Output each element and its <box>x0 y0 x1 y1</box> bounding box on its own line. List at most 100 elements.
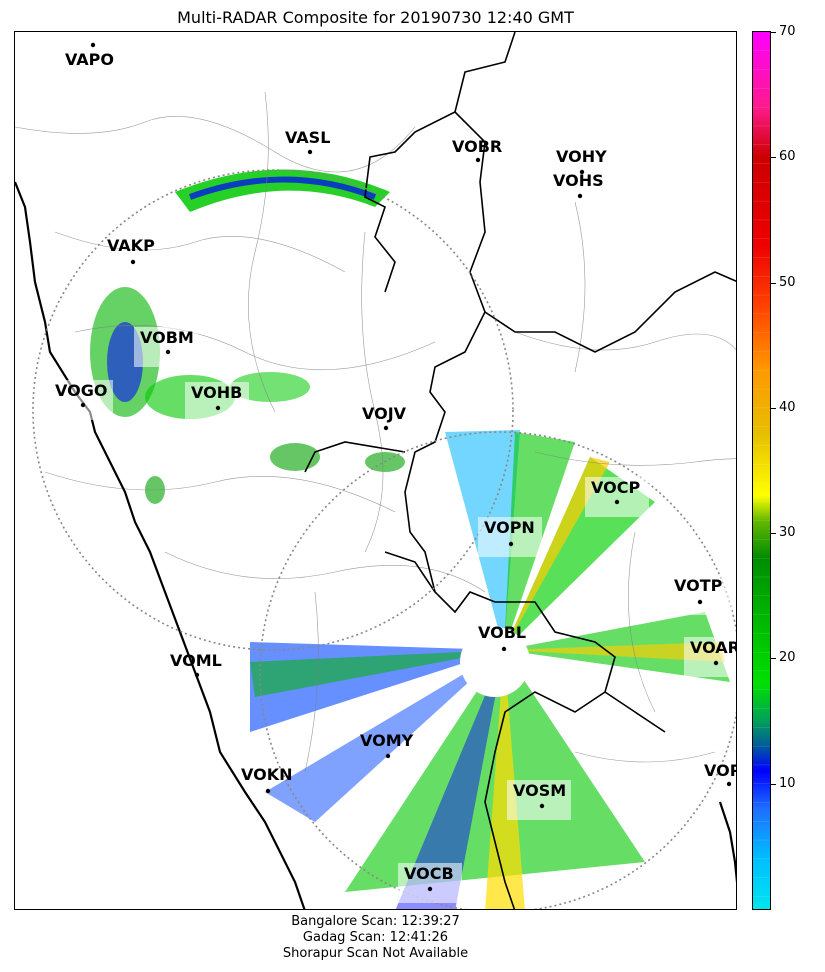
scan-info-line-shorapur: Shorapur Scan Not Available <box>282 946 469 961</box>
station-marker <box>475 157 481 163</box>
station-label-bg <box>585 477 649 517</box>
station-vogo: VOGO <box>49 380 113 420</box>
station-marker <box>90 42 96 48</box>
station-vasl: VASL <box>285 128 330 155</box>
colorbar <box>752 31 771 910</box>
station-marker <box>215 405 221 411</box>
radar-center-gap <box>460 627 530 697</box>
station-vosm: VOSM <box>507 780 571 820</box>
colorbar-tick <box>771 658 776 660</box>
colorbar-tick <box>771 157 776 159</box>
station-label: VOAR <box>690 638 737 657</box>
station-vobm: VOBM <box>134 327 198 367</box>
station-label: VOGO <box>55 381 107 400</box>
station-voar: VOAR <box>684 637 737 677</box>
stations-layer: VAPO VASL VOBR VOHY VOHS VAKP VOBM VOGO VOHB VOJV… <box>49 42 737 903</box>
station-label-bg <box>668 575 732 615</box>
colorbar-tick-label: 20 <box>779 650 796 666</box>
station-label: VOSM <box>513 781 566 800</box>
station-label: VOCP <box>591 478 640 497</box>
station-vohy: VOHY <box>556 147 607 175</box>
station-label: VOMY <box>360 731 414 750</box>
station-vobr: VOBR <box>452 137 502 163</box>
station-marker <box>130 259 136 265</box>
station-vopn: VOPN <box>478 517 542 557</box>
colorbar-tick-label: 40 <box>779 399 796 415</box>
station-vopc: VOPC <box>704 761 737 787</box>
colorbar-tick <box>771 282 776 284</box>
station-marker <box>713 660 719 666</box>
station-label: VAKP <box>107 236 155 255</box>
station-marker <box>427 886 433 892</box>
coastline <box>15 181 736 909</box>
station-label: VASL <box>285 128 330 147</box>
range-rings <box>32 169 736 909</box>
station-label: VOML <box>170 651 222 670</box>
station-label: VOJV <box>362 404 407 423</box>
station-label: VOHS <box>553 171 604 190</box>
station-marker <box>265 788 271 794</box>
station-label: VOTP <box>674 576 723 595</box>
station-marker <box>614 499 620 505</box>
station-marker <box>697 599 703 605</box>
echo-fan-sw <box>265 650 504 822</box>
colorbar-tick-label: 50 <box>779 274 796 290</box>
figure-title: Multi-RADAR Composite for 20190730 12:40… <box>177 8 574 27</box>
station-marker <box>165 349 171 355</box>
colorbar-tick <box>771 783 776 785</box>
station-label: VOKN <box>241 765 293 784</box>
station-vobl: VOBL <box>478 623 526 652</box>
station-vakp: VAKP <box>107 236 155 265</box>
station-marker <box>508 541 514 547</box>
radar-map: VAPO VASL VOBR VOHY VOHS VAKP VOBM VOGO VOHB VOJV… <box>15 32 737 909</box>
echo-fan-west-core <box>250 650 504 697</box>
colorbar-tick <box>771 407 776 409</box>
scan-info: Bangalore Scan: 12:39:27 Gadag Scan: 12:… <box>14 914 737 962</box>
colorbar-tick-label: 10 <box>779 775 796 791</box>
station-marker <box>383 425 389 431</box>
station-vocb: VOCB <box>398 863 462 903</box>
station-label-bg <box>398 863 462 903</box>
station-label: VOBR <box>452 137 502 156</box>
scan-info-line-bangalore: Bangalore Scan: 12:39:27 <box>291 914 460 929</box>
echo-center-1 <box>270 443 320 471</box>
station-label: VOHB <box>191 383 242 402</box>
station-marker <box>80 402 86 408</box>
station-label-bg <box>478 517 542 557</box>
echo-fan-south-blue <box>395 650 504 909</box>
colorbar-tick-label: 60 <box>779 149 796 165</box>
station-marker <box>501 646 507 652</box>
station-marker <box>307 149 313 155</box>
station-label: VAPO <box>65 50 114 69</box>
echo-fan-east-core <box>504 642 725 662</box>
station-label-bg <box>134 327 198 367</box>
station-vohb: VOHB <box>185 382 249 422</box>
map-panel: VAPO VASL VOBR VOHY VOHS VAKP VOBM VOGO VOHB VOJV… <box>14 31 737 910</box>
range-ring-bangalore <box>259 431 736 909</box>
station-vocp: VOCP <box>585 477 649 517</box>
echo-band-north-core <box>188 176 377 200</box>
colorbar-tick <box>771 32 776 33</box>
echo-fan-south <box>345 650 645 892</box>
station-label: VOHY <box>556 147 607 166</box>
station-marker <box>539 803 545 809</box>
colorbar-tick-label: 30 <box>779 525 796 541</box>
station-marker <box>577 193 583 199</box>
station-marker <box>385 753 391 759</box>
station-votp: VOTP <box>668 575 732 615</box>
station-label: VOPC <box>704 761 737 780</box>
station-label-bg <box>185 382 249 422</box>
colorbar-fill <box>753 32 770 909</box>
station-voml: VOML <box>170 651 222 678</box>
station-vokn: VOKN <box>241 765 293 794</box>
colorbar-tick-label: 70 <box>779 24 796 39</box>
station-label-bg <box>684 637 736 677</box>
station-label: VOBM <box>140 328 194 347</box>
station-vojv: VOJV <box>362 404 407 431</box>
station-label: VOCB <box>404 864 454 883</box>
echo-west-4 <box>230 372 310 402</box>
radar-echoes <box>90 169 730 909</box>
range-ring-gadag <box>32 169 514 651</box>
station-vohs: VOHS <box>553 171 604 199</box>
